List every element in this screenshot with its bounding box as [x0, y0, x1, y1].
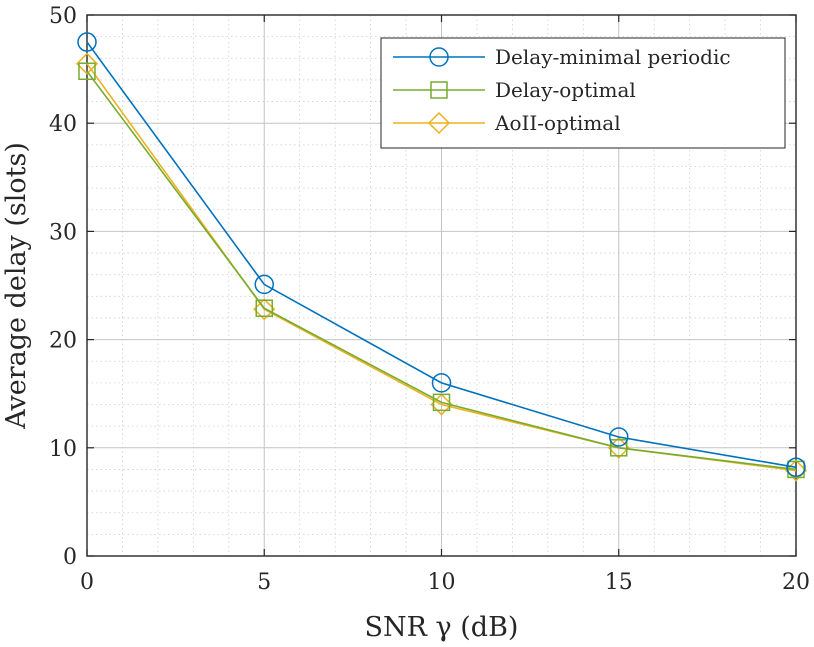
- y-tick-label: 50: [49, 4, 77, 29]
- data-point-marker: [609, 427, 629, 447]
- legend-marker: [427, 111, 451, 135]
- series-line: [86, 70, 797, 471]
- legend-items: Delay-minimal periodic Delay-optimal AoII-…: [393, 45, 731, 135]
- data-point-marker: [253, 298, 276, 321]
- data-point-marker: [75, 52, 99, 75]
- series-line: [86, 41, 797, 469]
- y-tick-label: 10: [49, 437, 77, 462]
- legend-item: Delay-minimal periodic: [393, 45, 731, 69]
- axis-ticks: 0 5 10 15 20 0 10 20 30 40 50: [49, 4, 810, 595]
- data-point-marker: [786, 457, 806, 478]
- data-point-marker: [430, 393, 453, 416]
- legend-item: AoII-optimal: [393, 111, 621, 135]
- data-series: [75, 32, 808, 482]
- data-point-marker: [255, 299, 273, 317]
- data-point-marker: [254, 274, 274, 295]
- y-tick-label: 40: [49, 112, 77, 137]
- y-tick-label: 30: [49, 220, 77, 245]
- series-square: [78, 62, 805, 479]
- data-point-marker: [432, 393, 451, 412]
- data-point-marker: [431, 373, 452, 393]
- y-axis-label: Average delay (slots): [1, 142, 32, 430]
- x-tick-label: 15: [605, 570, 633, 595]
- legend-label: AoII-optimal: [494, 111, 621, 135]
- x-tick-label: 20: [782, 570, 810, 595]
- legend-label: Delay-minimal periodic: [495, 45, 731, 69]
- data-point-marker: [610, 439, 628, 457]
- y-tick-label: 20: [49, 329, 77, 354]
- data-point-marker: [78, 62, 96, 81]
- legend-marker: [430, 81, 448, 99]
- x-tick-label: 5: [257, 570, 271, 595]
- data-point-marker: [607, 436, 630, 459]
- y-tick-label: 0: [63, 545, 77, 570]
- data-point-marker: [77, 32, 97, 52]
- x-tick-label: 10: [428, 570, 456, 595]
- data-point-marker: [784, 459, 808, 482]
- legend-label: Delay-optimal: [495, 78, 636, 102]
- legend-item: Delay-optimal: [393, 78, 636, 102]
- x-axis-label: SNR γ (dB): [365, 612, 519, 643]
- legend-marker: [429, 47, 449, 67]
- legend: Delay-minimal periodic Delay-optimal AoII-…: [380, 37, 786, 149]
- series-circle: [77, 32, 806, 478]
- x-tick-label: 0: [80, 570, 94, 595]
